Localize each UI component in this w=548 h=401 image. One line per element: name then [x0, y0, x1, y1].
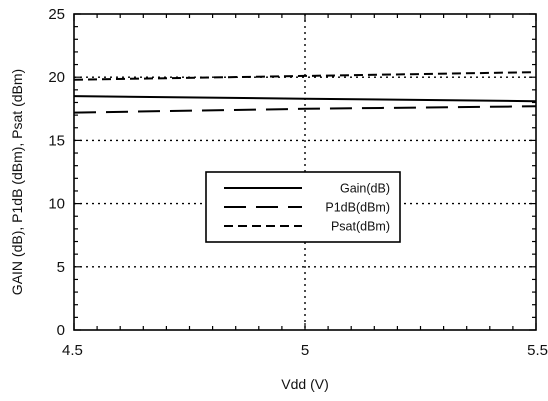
x-tick-label: 5.5	[527, 342, 548, 359]
x-axis-title: Vdd (V)	[281, 376, 328, 392]
legend: Gain(dB) P1dB(dBm) Psat(dBm)	[205, 171, 401, 243]
series-line-psat-dbm	[73, 71, 537, 81]
legend-label: Psat(dBm)	[331, 220, 390, 234]
series-lines	[73, 71, 537, 114]
series-line-p1db-dbm	[73, 105, 537, 114]
axis-ticks	[73, 13, 537, 331]
legend-label: P1dB(dBm)	[325, 201, 390, 215]
series-line-gain-db	[73, 95, 537, 103]
tick-labels: 0 5 10 15 20 25 4.5 5 5.5	[48, 6, 548, 359]
x-tick-label: 5	[301, 342, 309, 359]
y-tick-label: 20	[48, 69, 65, 86]
x-tick-label: 4.5	[62, 342, 83, 359]
y-tick-label: 5	[57, 259, 65, 276]
y-tick-label: 0	[57, 322, 65, 339]
y-tick-label: 15	[48, 132, 65, 149]
y-axis-title: GAIN (dB), P1dB (dBm), Psat (dBm)	[9, 69, 25, 295]
y-tick-label: 25	[48, 6, 65, 23]
y-tick-label: 10	[48, 196, 65, 213]
legend-label: Gain(dB)	[340, 182, 390, 196]
